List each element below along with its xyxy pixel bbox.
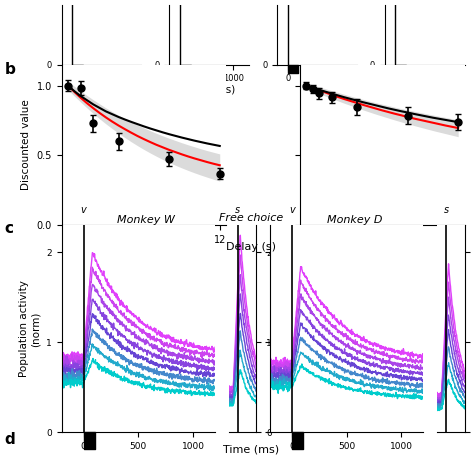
Y-axis label: Population activity
(norm): Population activity (norm) — [19, 281, 41, 377]
Title: Monkey D: Monkey D — [327, 215, 382, 225]
X-axis label: Time (ms): Time (ms) — [183, 85, 236, 95]
Text: Time (ms): Time (ms) — [223, 444, 279, 454]
Text: s: s — [235, 205, 240, 215]
Title: Monkey W: Monkey W — [117, 215, 175, 225]
Y-axis label: Discounted value: Discounted value — [21, 100, 31, 191]
Text: c: c — [5, 221, 14, 236]
Text: d: d — [5, 432, 16, 447]
Text: v: v — [289, 205, 295, 215]
Text: v: v — [81, 205, 86, 215]
Text: Delay (s): Delay (s) — [226, 242, 276, 252]
Text: b: b — [5, 62, 16, 77]
Text: s: s — [444, 205, 449, 215]
Text: Free choice: Free choice — [219, 213, 283, 223]
